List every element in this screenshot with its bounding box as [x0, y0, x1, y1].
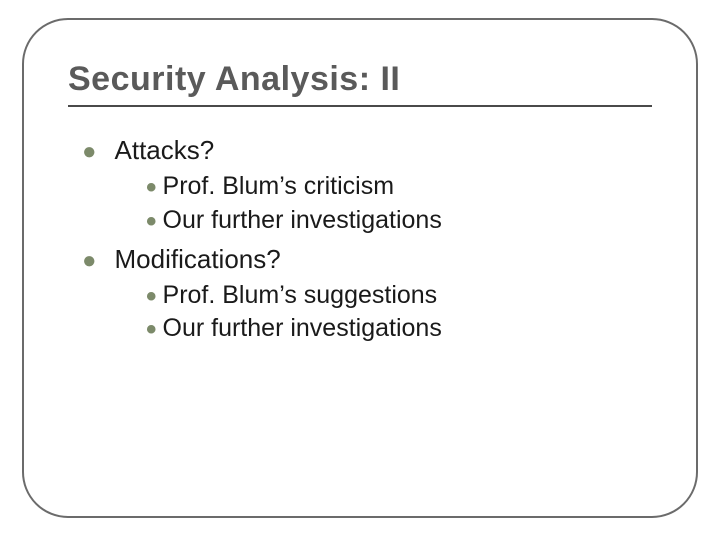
disc-bullet-icon: ●: [82, 249, 97, 273]
bullet-level-1: ● Attacks?: [76, 133, 652, 168]
bullet-text: Attacks?: [115, 133, 215, 168]
bullet-level-2: • Prof. Blum’s criticism: [146, 170, 652, 204]
slide-frame: Security Analysis: II ● Attacks? • Prof.…: [22, 18, 698, 518]
dot-bullet-icon: •: [146, 174, 157, 201]
bullet-level-2: • Prof. Blum’s suggestions: [146, 279, 652, 313]
dot-bullet-icon: •: [146, 283, 157, 310]
bullet-level-1: ● Modifications?: [76, 242, 652, 277]
bullet-level-2: • Our further investigations: [146, 312, 652, 346]
bullet-level-2: • Our further investigations: [146, 204, 652, 238]
list-item: ● Modifications? • Prof. Blum’s suggesti…: [76, 242, 652, 347]
title-underline: [68, 105, 652, 107]
bullet-text: Modifications?: [115, 242, 281, 277]
bullet-text: Prof. Blum’s criticism: [163, 170, 395, 204]
list-item: ● Attacks? • Prof. Blum’s criticism • Ou…: [76, 133, 652, 238]
dot-bullet-icon: •: [146, 208, 157, 235]
disc-bullet-icon: ●: [82, 140, 97, 164]
dot-bullet-icon: •: [146, 316, 157, 343]
slide-content: ● Attacks? • Prof. Blum’s criticism • Ou…: [68, 133, 652, 346]
bullet-text: Our further investigations: [163, 312, 442, 346]
slide-title: Security Analysis: II: [68, 60, 652, 99]
bullet-text: Prof. Blum’s suggestions: [163, 279, 438, 313]
bullet-text: Our further investigations: [163, 204, 442, 238]
